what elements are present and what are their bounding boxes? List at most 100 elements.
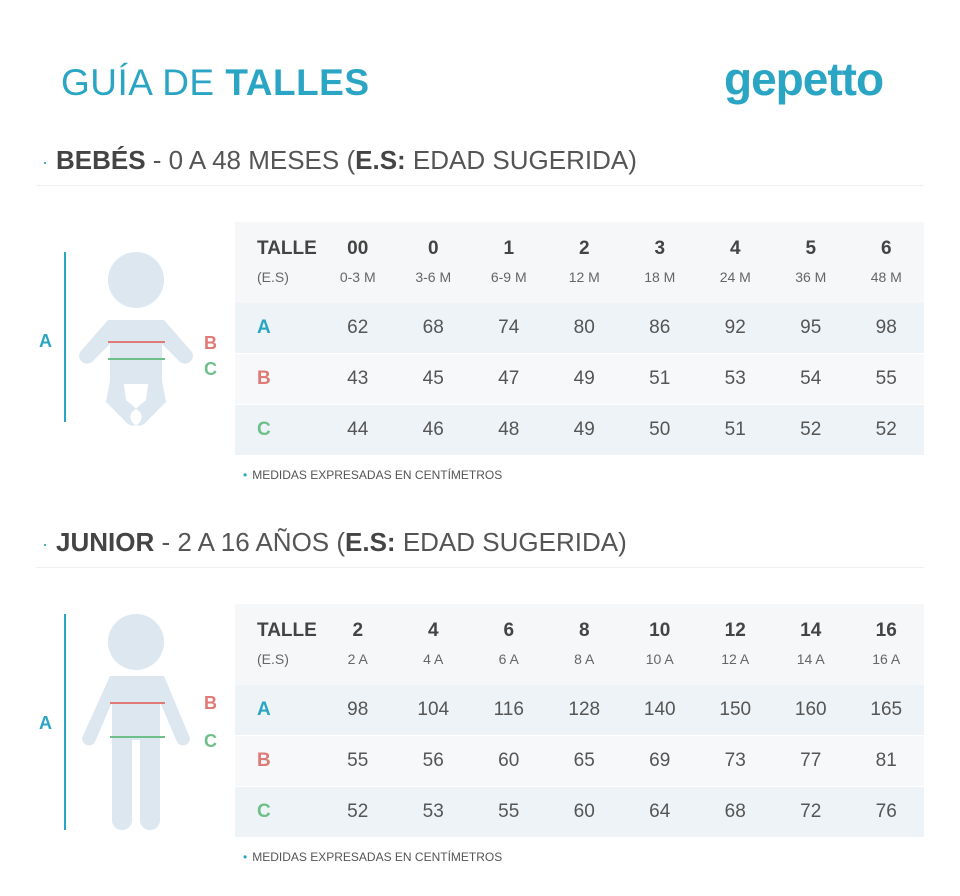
table-cell: 47: [498, 368, 520, 389]
size: 4: [729, 237, 741, 259]
table-cell: 51: [649, 368, 671, 389]
table-cell: 68: [724, 801, 746, 822]
units-note: • MEDIDAS EXPRESADAS EN CENTÍMETROS: [243, 468, 503, 482]
section-subtitle: - 2 A 16 AÑOS (: [154, 527, 346, 557]
table-cell: 86: [649, 317, 671, 338]
bullet: ·: [42, 533, 48, 554]
row-label: C: [257, 419, 271, 440]
label-c: C: [204, 731, 217, 751]
title-light: GUÍA DE: [61, 62, 226, 103]
table-cell: 50: [649, 419, 671, 440]
label-a: A: [39, 713, 52, 733]
size: 8: [578, 619, 590, 641]
table-cell: 60: [573, 801, 595, 822]
table-cell: 92: [724, 317, 746, 338]
age: 6 A: [498, 650, 519, 667]
table-cell: 80: [573, 317, 595, 338]
table-cell: 74: [498, 317, 520, 338]
section-title: JUNIOR: [56, 527, 155, 557]
age: 48 M: [870, 268, 902, 285]
gepetto-logo: gepetto: [724, 53, 884, 105]
divider: [36, 185, 924, 186]
es-text: EDAD SUGERIDA): [395, 527, 627, 557]
size-column-header: 8 8 A: [547, 604, 623, 685]
table-cell: 51: [724, 419, 746, 440]
table-cell: 68: [422, 317, 444, 338]
size: 16: [875, 619, 897, 641]
table-cell: 98: [347, 699, 369, 720]
table-cell: 73: [724, 750, 746, 771]
table-cell: 64: [649, 801, 671, 822]
age: 24 M: [719, 268, 751, 285]
table-cell: 53: [422, 801, 444, 822]
table-cell: 116: [493, 699, 524, 720]
units-note: • MEDIDAS EXPRESADAS EN CENTÍMETROS: [243, 850, 503, 864]
row-label: A: [257, 699, 271, 720]
table-row: B 43 45 47 49 51 53 54 55: [235, 354, 924, 404]
table-cell: 49: [573, 368, 595, 389]
table-cell: 43: [347, 368, 369, 389]
table-cell: 160: [794, 699, 827, 720]
age: 14 A: [796, 650, 825, 667]
table-cell: 60: [498, 750, 520, 771]
table-cell: 69: [649, 750, 671, 771]
header-sub: (E.S): [257, 650, 289, 667]
size-column-header: 6 48 M: [849, 222, 925, 303]
es-text: EDAD SUGERIDA): [405, 145, 637, 175]
age: 2 A: [347, 650, 368, 667]
size: 5: [805, 237, 817, 259]
size-column-header: 00 0-3 M: [320, 222, 396, 303]
table-cell: 52: [347, 801, 369, 822]
table-cell: 98: [875, 317, 897, 338]
size: 14: [800, 619, 822, 641]
size-column-header: 1 6-9 M: [471, 222, 547, 303]
age: 3-6 M: [415, 268, 452, 285]
age: 10 A: [645, 650, 674, 667]
age: 6-9 M: [490, 268, 527, 285]
table-row: C 52 53 55 60 64 68 72 76: [235, 787, 924, 837]
table-cell: 55: [498, 801, 520, 822]
size: 0: [427, 237, 439, 259]
row-label: B: [257, 368, 271, 389]
size-column-header: 16 16 A: [849, 604, 925, 685]
table-cell: 140: [643, 699, 676, 720]
table-cell: 165: [870, 699, 903, 720]
row-label: A: [257, 317, 271, 338]
section-heading: · JUNIOR - 2 A 16 AÑOS (E.S: EDAD SUGERID…: [42, 527, 627, 558]
section-subtitle: - 0 A 48 MESES (: [145, 145, 356, 175]
table-cell: 81: [875, 750, 897, 771]
size-column-header: 4 24 M: [698, 222, 774, 303]
table-row: A 62 68 74 80 86 92 95 98: [235, 303, 924, 353]
table-cell: 77: [800, 750, 822, 771]
table-cell: 55: [875, 368, 897, 389]
table-row: A 98 104 116 128 140 150 160 165: [235, 685, 924, 735]
table-cell: 52: [875, 419, 897, 440]
size-column-header: 2 2 A: [320, 604, 396, 685]
size: 6: [503, 619, 515, 641]
header-sub: (E.S): [257, 268, 289, 285]
section-heading: · BEBÉS - 0 A 48 MESES (E.S: EDAD SUGERID…: [42, 145, 637, 176]
table-cell: 72: [800, 801, 822, 822]
size: 2: [578, 237, 590, 259]
label-c: C: [204, 359, 217, 379]
table-cell: 104: [417, 699, 450, 720]
note-text: MEDIDAS EXPRESADAS EN CENTÍMETROS: [252, 468, 503, 482]
table-cell: 45: [422, 368, 444, 389]
page-title: GUÍA DE TALLES: [61, 62, 370, 104]
table-row: B 55 56 60 65 69 73 77 81: [235, 736, 924, 786]
table-cell: 52: [800, 419, 822, 440]
size-column-header: 6 6 A: [471, 604, 547, 685]
size-table: TALLE (E.S) 00 0-3 M 0 3-6 M 1 6-9 M 2 12 M 3 18 M 4…: [235, 222, 924, 455]
table-cell: 46: [422, 419, 444, 440]
table-cell: 128: [568, 699, 601, 720]
table-cell: 56: [422, 750, 444, 771]
section-title: BEBÉS: [56, 145, 146, 175]
es-label: E.S:: [345, 527, 396, 557]
label-b: B: [204, 693, 217, 713]
es-label: E.S:: [355, 145, 406, 175]
row-label: B: [257, 750, 271, 771]
age: 16 A: [872, 650, 901, 667]
label-a: A: [39, 331, 52, 351]
table-row: C 44 46 48 49 50 51 52 52: [235, 405, 924, 455]
table-cell: 53: [724, 368, 746, 389]
